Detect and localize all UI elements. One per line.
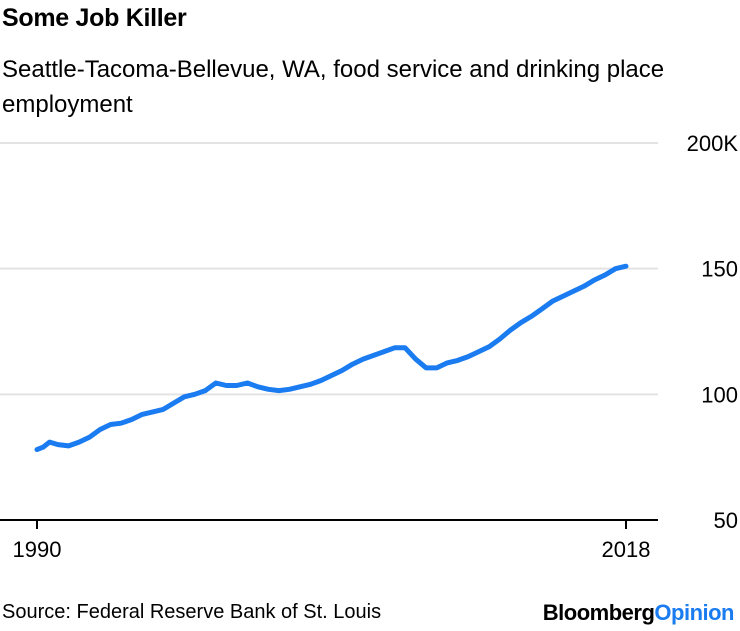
- y-tick-label: 200K: [687, 131, 739, 156]
- y-tick-label: 150: [701, 257, 738, 282]
- y-tick-label: 50: [714, 508, 738, 533]
- series-line-employment: [34, 263, 629, 453]
- brand-opinion: Opinion: [654, 600, 734, 625]
- brand-bloomberg: Bloomberg: [542, 600, 655, 625]
- x-tick-label: 1990: [13, 537, 62, 562]
- chart-subtitle: Seattle-Tacoma-Bellevue, WA, food servic…: [2, 56, 665, 118]
- source-note: Source: Federal Reserve Bank of St. Loui…: [2, 601, 382, 623]
- bloomberg-opinion-logo: BloombergOpinion: [542, 600, 735, 626]
- x-tick-label: 2018: [602, 537, 651, 562]
- y-tick-label: 100: [701, 382, 738, 407]
- chart-title: Some Job Killer: [2, 4, 187, 32]
